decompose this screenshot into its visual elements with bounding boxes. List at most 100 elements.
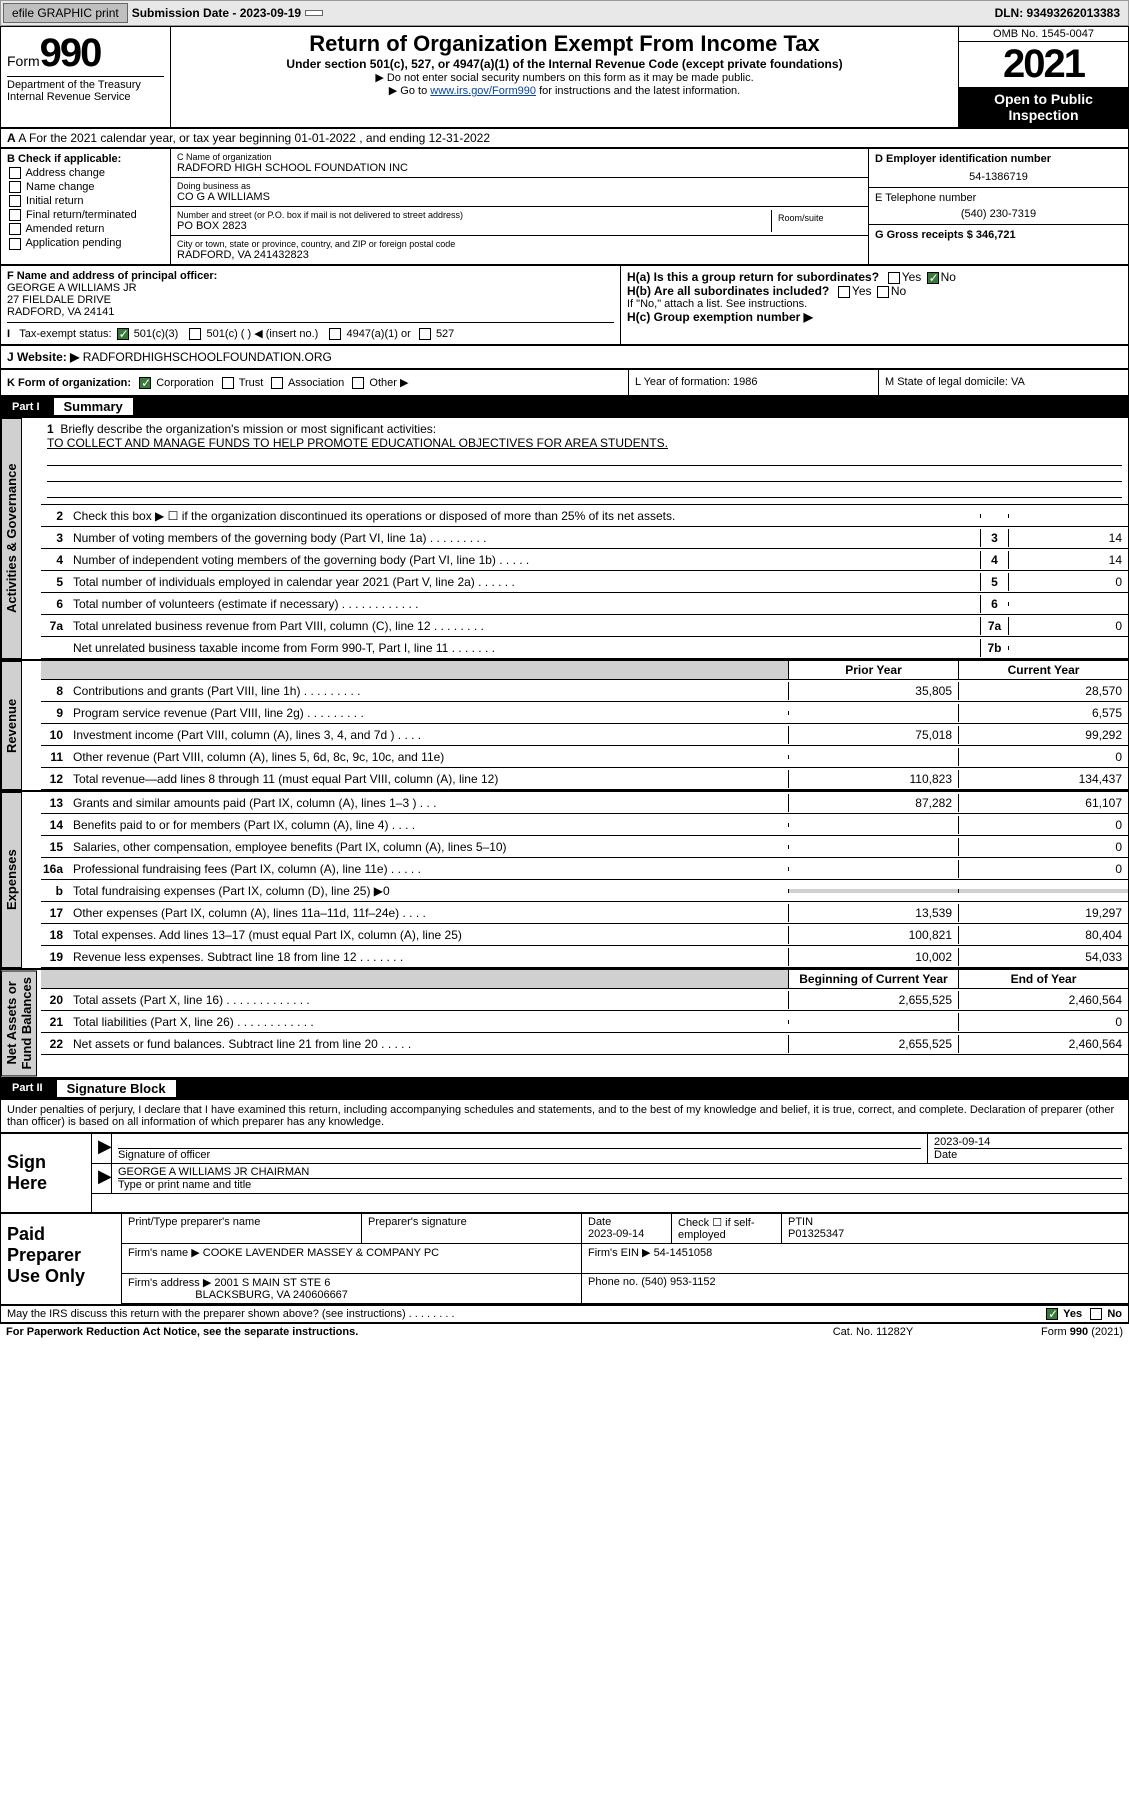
rev-line: 11Other revenue (Part VIII, column (A), … xyxy=(41,746,1128,768)
prep-date: 2023-09-14 xyxy=(588,1228,644,1240)
note2: ▶ Go to www.irs.gov/Form990 for instruct… xyxy=(177,84,952,97)
declaration: Under penalties of perjury, I declare th… xyxy=(0,1099,1129,1133)
cb-501c[interactable] xyxy=(189,328,201,340)
header-left: Form990 Department of the Treasury Inter… xyxy=(1,27,171,128)
part2-num: Part II xyxy=(6,1082,49,1094)
paid-title: Paid Preparer Use Only xyxy=(1,1214,121,1304)
pra-notice: For Paperwork Reduction Act Notice, see … xyxy=(6,1326,358,1338)
form-number: 990 xyxy=(40,31,101,75)
efile-btn[interactable]: efile GRAPHIC print xyxy=(3,3,128,23)
exp-line: 17Other expenses (Part IX, column (A), l… xyxy=(41,902,1128,924)
form-title: Return of Organization Exempt From Incom… xyxy=(177,31,952,57)
discuss-row: May the IRS discuss this return with the… xyxy=(0,1305,1129,1323)
part1-title: Summary xyxy=(54,398,133,415)
city-lbl: City or town, state or province, country… xyxy=(177,239,862,249)
g-lbl: G Gross receipts $ 346,721 xyxy=(875,229,1016,241)
cb-527[interactable] xyxy=(419,328,431,340)
sig-date: 2023-09-14 xyxy=(934,1136,990,1148)
cb-corp[interactable] xyxy=(139,377,151,389)
b-opt[interactable]: Name change xyxy=(7,181,164,193)
exp-section: Expenses 13Grants and similar amounts pa… xyxy=(0,791,1129,969)
prep-date-lbl: Date xyxy=(588,1216,611,1228)
gov-line: 4Number of independent voting members of… xyxy=(41,549,1128,571)
rev-section: Revenue Prior YearCurrent Year 8Contribu… xyxy=(0,660,1129,791)
ha-yes[interactable] xyxy=(888,272,900,284)
firm-ein: 54-1451058 xyxy=(654,1247,713,1259)
discuss-yes[interactable] xyxy=(1046,1308,1058,1320)
cb-4947[interactable] xyxy=(329,328,341,340)
dba: CO G A WILLIAMS xyxy=(177,191,862,203)
b-opt[interactable]: Initial return xyxy=(7,195,164,207)
e-lbl: E Telephone number xyxy=(875,192,976,204)
name-lbl: Type or print name and title xyxy=(118,1178,1122,1191)
gov-line: 6Total number of volunteers (estimate if… xyxy=(41,593,1128,615)
ha-lbl: H(a) Is this a group return for subordin… xyxy=(627,270,879,284)
officer-addr2: RADFORD, VA 24141 xyxy=(7,306,114,318)
rev-line: 8Contributions and grants (Part VIII, li… xyxy=(41,680,1128,702)
rev-line: 10Investment income (Part VIII, column (… xyxy=(41,724,1128,746)
paid-block: Paid Preparer Use Only Print/Type prepar… xyxy=(0,1213,1129,1305)
mission-text: TO COLLECT AND MANAGE FUNDS TO HELP PROM… xyxy=(47,436,668,450)
col-de: D Employer identification number54-13867… xyxy=(868,149,1128,264)
arrow-icon: ▶ xyxy=(92,1134,112,1163)
gov-line: 5Total number of individuals employed in… xyxy=(41,571,1128,593)
gov-line: Net unrelated business taxable income fr… xyxy=(41,637,1128,659)
discuss-no[interactable] xyxy=(1090,1308,1102,1320)
officer-name: GEORGE A WILLIAMS JR xyxy=(7,282,137,294)
tab-gov: Activities & Governance xyxy=(1,418,22,659)
hb-no[interactable] xyxy=(877,286,889,298)
city: RADFORD, VA 241432823 xyxy=(177,249,862,261)
irs-link[interactable]: www.irs.gov/Form990 xyxy=(430,85,536,97)
firm-addr1: 2001 S MAIN ST STE 6 xyxy=(214,1277,330,1289)
gov-line: 7aTotal unrelated business revenue from … xyxy=(41,615,1128,637)
room-lbl: Room/suite xyxy=(772,210,862,232)
b-opt[interactable]: Amended return xyxy=(7,223,164,235)
cb-501c3[interactable] xyxy=(117,328,129,340)
gov-line: 2Check this box ▶ ☐ if the organization … xyxy=(41,505,1128,527)
cb-other[interactable] xyxy=(352,377,364,389)
street: PO BOX 2823 xyxy=(177,220,771,232)
website: RADFORDHIGHSCHOOLFOUNDATION.ORG xyxy=(83,350,332,364)
hb-yes[interactable] xyxy=(838,286,850,298)
current-hdr: Current Year xyxy=(958,661,1128,679)
officer-name-sig: GEORGE A WILLIAMS JR CHAIRMAN xyxy=(118,1166,309,1178)
b-opt[interactable]: Address change xyxy=(7,167,164,179)
submission-date: Submission Date - 2023-09-19 xyxy=(132,6,301,20)
row-a: A A For the 2021 calendar year, or tax y… xyxy=(0,128,1129,148)
b-opt[interactable]: Application pending xyxy=(7,237,164,249)
b-opt[interactable]: Final return/terminated xyxy=(7,209,164,221)
note1: ▶ Do not enter social security numbers o… xyxy=(177,71,952,84)
mission-block: 1 Briefly describe the organization's mi… xyxy=(41,418,1128,505)
dln: DLN: 93493262013383 xyxy=(995,6,1126,20)
section-fh: F Name and address of principal officer:… xyxy=(0,265,1129,345)
self-emp: Check ☐ if self-employed xyxy=(672,1214,782,1243)
firm-phone: (540) 953-1152 xyxy=(641,1276,715,1288)
net-line: 21Total liabilities (Part X, line 26) . … xyxy=(41,1011,1128,1033)
omb: OMB No. 1545-0047 xyxy=(959,27,1128,42)
form-subtitle: Under section 501(c), 527, or 4947(a)(1)… xyxy=(177,57,952,71)
sign-here: Sign Here xyxy=(1,1134,91,1212)
prep-name-lbl: Print/Type preparer's name xyxy=(122,1214,362,1243)
open-inspection: Open to Public Inspection xyxy=(959,87,1128,127)
ha-no[interactable] xyxy=(927,272,939,284)
firm-lbl: Firm's name ▶ xyxy=(128,1247,200,1259)
exp-line: 18Total expenses. Add lines 13–17 (must … xyxy=(41,924,1128,946)
ptin-lbl: PTIN xyxy=(788,1216,813,1228)
cb-assoc[interactable] xyxy=(271,377,283,389)
tax-year: 2021 xyxy=(959,42,1128,87)
beg-hdr: Beginning of Current Year xyxy=(788,970,958,988)
firm-name: COOKE LAVENDER MASSEY & COMPANY PC xyxy=(203,1247,439,1259)
street-lbl: Number and street (or P.O. box if mail i… xyxy=(177,210,771,220)
c-name-lbl: C Name of organization xyxy=(177,152,862,162)
officer-addr1: 27 FIELDALE DRIVE xyxy=(7,294,111,306)
addr-lbl: Firm's address ▶ xyxy=(128,1277,211,1289)
part2-header: Part II Signature Block xyxy=(0,1078,1129,1099)
phone: (540) 230-7319 xyxy=(875,204,1122,220)
exp-line: bTotal fundraising expenses (Part IX, co… xyxy=(41,880,1128,902)
ptin: P01325347 xyxy=(788,1228,844,1240)
sig-lbl: Signature of officer xyxy=(118,1148,921,1161)
phone-lbl: Phone no. xyxy=(588,1276,638,1288)
cb-trust[interactable] xyxy=(222,377,234,389)
hc-lbl: H(c) Group exemption number ▶ xyxy=(627,310,813,324)
i-lbl: Tax-exempt status: xyxy=(19,328,111,340)
